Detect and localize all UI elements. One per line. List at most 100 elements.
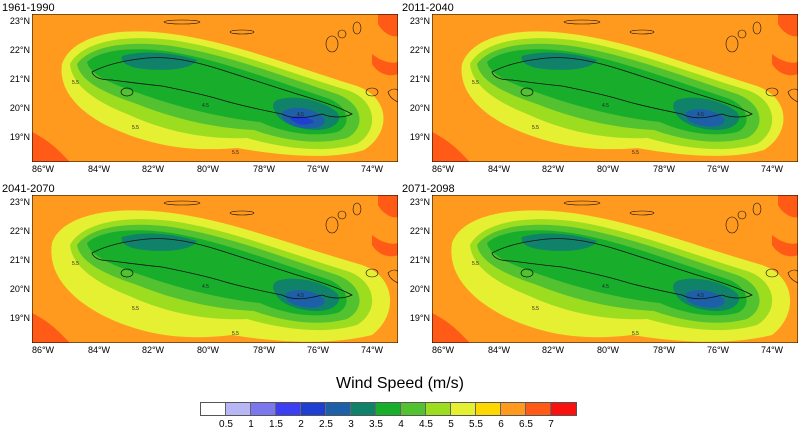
lon-tick-label: 76°W: [706, 345, 730, 355]
red-sw-corner: [432, 132, 470, 162]
lon-tick-label: 80°W: [596, 345, 620, 355]
lat-tick-label: 23°N: [9, 16, 30, 26]
lon-tick-label: 84°W: [87, 345, 111, 355]
lat-tick-label: 23°N: [409, 197, 430, 207]
contour-label: 4.5: [602, 103, 609, 109]
legend-tick-label: 2: [298, 419, 304, 430]
isla-juventud: [520, 268, 534, 278]
contour-label: 5.5: [132, 306, 139, 312]
legend-swatch: [351, 403, 376, 415]
legend-tick-label: 5: [448, 419, 454, 430]
legend-swatch: [526, 403, 551, 415]
island-outline: [752, 21, 762, 35]
color-legend: [200, 402, 577, 416]
isla-juventud: [520, 87, 534, 97]
red-ne-corner: [778, 195, 798, 218]
lon-tick-label: 74°W: [360, 345, 384, 355]
lon-tick-label: 82°W: [141, 164, 165, 174]
map-panel: 1961-1990 5.5 4.5 4.5 5.5 5.5 23°N 22°N 21°N 20°N…: [0, 0, 400, 181]
lat-tick-label: 20°N: [9, 284, 30, 294]
red-ne-corner: [378, 195, 398, 218]
contour-label: 5.5: [72, 261, 79, 267]
legend-swatch: [201, 403, 226, 415]
lat-tick-label: 22°N: [409, 226, 430, 236]
island-outline: [337, 29, 347, 39]
deep-blue-core: [290, 115, 314, 125]
red-east-patch: [372, 235, 398, 257]
lon-tick-label: 76°W: [306, 345, 330, 355]
hispaniola-outline: [387, 269, 398, 284]
island-outline: [737, 210, 747, 220]
wind-speed-map: 5.5 4.5 4.5 5.5 5.5: [432, 14, 798, 162]
lon-tick-label: 86°W: [431, 345, 455, 355]
island-outline: [752, 202, 762, 216]
lon-tick-label: 86°W: [31, 345, 55, 355]
red-ne-corner: [778, 14, 798, 37]
island-outline: [352, 202, 362, 216]
lat-tick-label: 19°N: [409, 313, 430, 323]
lon-tick-label: 76°W: [306, 164, 330, 174]
lon-tick-label: 84°W: [487, 164, 511, 174]
island-outline: [229, 29, 255, 35]
legend-tick-label: 5.5: [469, 419, 483, 430]
island-outline: [352, 21, 362, 35]
island-outline: [563, 19, 601, 25]
lon-tick-label: 78°W: [252, 345, 276, 355]
island-outline: [629, 29, 655, 35]
hispaniola-outline: [787, 88, 798, 103]
lat-tick-label: 20°N: [409, 284, 430, 294]
wind-speed-map: 5.5 4.5 4.5 5.5 5.5: [32, 14, 398, 162]
legend-tick-label: 6.5: [519, 419, 533, 430]
island-outline: [725, 35, 739, 53]
lon-tick-label: 80°W: [196, 164, 220, 174]
contour-label: 5.5: [632, 150, 639, 156]
island-outline: [765, 268, 779, 278]
island-outline: [629, 210, 655, 216]
island-outline: [337, 210, 347, 220]
cuba-coastline: [491, 238, 753, 300]
lon-tick-label: 78°W: [252, 164, 276, 174]
contour-label: 5.5: [232, 150, 239, 156]
lon-tick-label: 82°W: [541, 164, 565, 174]
lat-tick-label: 19°N: [409, 132, 430, 142]
lat-tick-label: 19°N: [9, 313, 30, 323]
blue-core: [685, 290, 725, 308]
island-outline: [563, 200, 601, 206]
lat-tick-label: 21°N: [9, 255, 30, 265]
island-outline: [365, 268, 379, 278]
red-sw-corner: [32, 132, 70, 162]
lat-tick-label: 22°N: [9, 45, 30, 55]
legend-tick-label: 1: [248, 419, 254, 430]
legend-swatch: [226, 403, 251, 415]
red-ne-corner: [378, 14, 398, 37]
map-panel: 2011-2040 5.5 4.5 4.5 5.5 5.5 23°N 22°N 21°N 20°N…: [400, 0, 800, 181]
lon-tick-label: 82°W: [141, 345, 165, 355]
panel-title: 2071-2098: [402, 183, 455, 195]
blue-core: [285, 290, 325, 308]
contour-label: 5.5: [532, 306, 539, 312]
wind-speed-map: 5.5 4.5 4.5 5.5 5.5: [432, 195, 798, 343]
island-outline: [365, 87, 379, 97]
contour-label: 5.5: [532, 125, 539, 131]
contour-label: 5.5: [72, 80, 79, 86]
teal-west: [121, 233, 197, 251]
legend-tick-label: 4.5: [419, 419, 433, 430]
legend-swatch: [251, 403, 276, 415]
lon-tick-label: 86°W: [431, 164, 455, 174]
legend-swatch: [501, 403, 526, 415]
lon-tick-label: 74°W: [760, 345, 784, 355]
isla-juventud: [120, 87, 134, 97]
legend-title: Wind Speed (m/s): [335, 375, 465, 392]
legend-tick-label: 0.5: [219, 419, 233, 430]
panel-title: 1961-1990: [2, 2, 55, 14]
map-panel: 2071-2098 5.5 4.5 4.5 5.5 5.5 23°N 22°N 21°N 20°N…: [400, 181, 800, 362]
contour-label: 4.5: [697, 112, 704, 118]
blue-core: [685, 109, 725, 127]
red-east-patch: [772, 235, 798, 257]
legend-swatch: [301, 403, 326, 415]
contour-label: 5.5: [472, 261, 479, 267]
legend-swatch: [401, 403, 426, 415]
isla-juventud: [120, 268, 134, 278]
lat-tick-label: 23°N: [409, 16, 430, 26]
legend-swatch: [451, 403, 476, 415]
